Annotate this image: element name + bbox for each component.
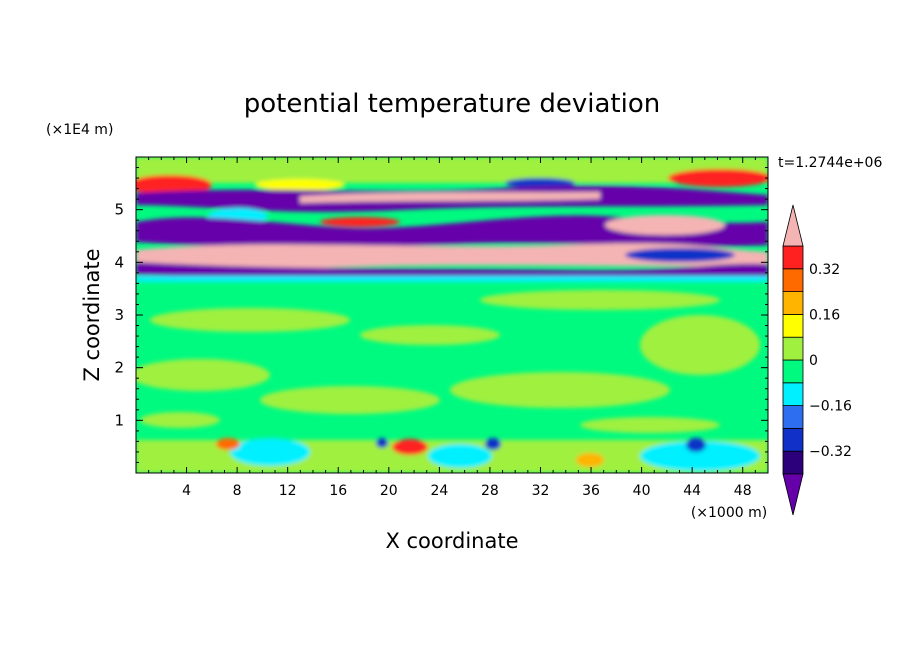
contour-field — [136, 157, 768, 473]
field-pink-layer — [136, 243, 768, 271]
colorbar-segment — [782, 405, 804, 429]
field-warm-spot — [216, 438, 240, 450]
colorbar-tick-label: 0.32 — [809, 262, 840, 278]
colorbar-tick-label: 0.16 — [809, 307, 840, 323]
colorbar-tick-label: 0 — [809, 353, 818, 369]
colorbar-segment — [782, 450, 804, 475]
field-warm-spot — [320, 217, 400, 227]
y-tick-label: 5 — [114, 201, 124, 219]
colorbar-under-arrow — [782, 473, 804, 516]
field-lime-patch — [580, 417, 720, 433]
field-lime-patch — [260, 386, 440, 414]
x-tick-label: 36 — [582, 483, 600, 499]
y-tick-label: 2 — [114, 359, 124, 377]
field-pink-layer — [605, 215, 725, 235]
y-tick-label: 3 — [114, 306, 124, 324]
x-tick-label: 8 — [233, 483, 242, 499]
field-yellow-patch — [255, 179, 345, 191]
colorbar-segment — [782, 382, 804, 406]
x-axis-label: X coordinate — [385, 529, 518, 553]
x-tick-label: 48 — [734, 483, 752, 499]
colorbar-over-arrow — [782, 204, 804, 247]
colorbar-tick-label: −0.32 — [809, 444, 852, 460]
y-tick-label: 4 — [114, 253, 124, 271]
field-cold-spot — [505, 178, 575, 188]
chart-title: potential temperature deviation — [244, 89, 660, 119]
colorbar-segment — [782, 336, 804, 361]
colorbar-tick-label: −0.16 — [809, 399, 852, 415]
field-lime-patch — [360, 325, 500, 345]
x-tick-label: 40 — [633, 483, 651, 499]
field-lime-patch — [450, 372, 670, 408]
x-tick-label: 28 — [481, 483, 499, 499]
x-tick-label: 20 — [380, 483, 398, 499]
field-warm-spot — [668, 169, 768, 187]
x-unit-label: (×1000 m) — [691, 505, 767, 521]
x-tick-label: 12 — [279, 483, 297, 499]
field-cyan-patch — [428, 444, 492, 468]
field-pink-layer — [300, 192, 600, 203]
field-purple-layer — [136, 262, 768, 279]
field-lime-patch — [640, 315, 760, 375]
field-cold-spot — [686, 438, 706, 452]
x-tick-label: 32 — [532, 483, 550, 499]
field-warm-spot — [392, 439, 428, 455]
field-warm-spot — [576, 453, 604, 467]
field-warm-spot — [136, 175, 212, 195]
field-lime-patch — [136, 359, 270, 391]
field-cyan-patch — [640, 441, 760, 471]
y-axis: 1 2 3 4 5 — [114, 167, 768, 463]
field-cyan-patch — [230, 438, 310, 466]
x-tick-label: 44 — [683, 483, 701, 499]
field-cold-spot — [625, 248, 735, 262]
y-unit-label: (×1E4 m) — [46, 122, 113, 138]
colorbar-segment — [782, 427, 804, 452]
colorbar-segment — [782, 268, 804, 292]
field-lime-patch — [140, 412, 220, 428]
field-lime-patch — [150, 308, 350, 332]
field-top-layer — [136, 157, 768, 183]
field-lime-patch — [480, 290, 720, 310]
colorbar-segment — [782, 359, 804, 384]
x-axis: 4 8 12 16 20 24 28 32 36 40 44 48 — [148, 157, 756, 499]
x-tick-label: 16 — [329, 483, 347, 499]
x-tick-label: 4 — [182, 483, 191, 499]
x-tick-label: 24 — [430, 483, 448, 499]
colorbar: 0.32 0.16 0 −0.16 −0.32 — [782, 204, 852, 516]
colorbar-segment — [782, 291, 804, 315]
colorbar-segment — [782, 245, 804, 270]
y-axis-label: Z coordinate — [80, 248, 104, 381]
field-cold-spot — [376, 438, 388, 448]
colorbar-segment — [782, 313, 804, 338]
field-cold-spot — [485, 438, 501, 450]
time-label: t=1.2744e+06 — [778, 155, 882, 171]
y-tick-label: 1 — [114, 411, 124, 429]
field-cyan-line — [136, 276, 768, 282]
